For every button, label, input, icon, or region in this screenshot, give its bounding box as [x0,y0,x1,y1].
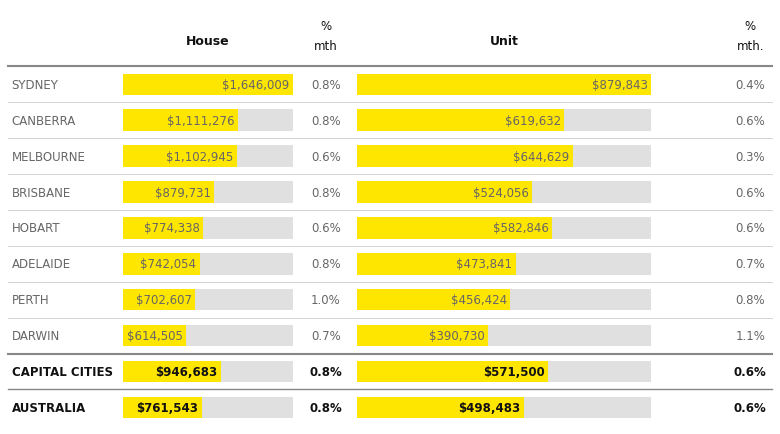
Bar [357,146,573,168]
Text: $761,543: $761,543 [136,401,198,414]
Text: $1,111,276: $1,111,276 [167,115,235,128]
Bar [123,182,214,203]
Text: $619,632: $619,632 [505,115,562,128]
Bar [123,397,292,418]
Text: Unit: Unit [490,35,519,48]
Text: 0.8%: 0.8% [311,258,341,271]
Text: PERTH: PERTH [12,293,49,306]
Bar [123,289,196,311]
Text: $702,607: $702,607 [136,293,193,306]
Text: $390,730: $390,730 [429,329,484,342]
Bar [357,110,565,132]
Text: 1.1%: 1.1% [736,329,765,342]
Bar [357,325,651,346]
Text: mth.: mth. [736,40,764,53]
Bar [357,75,651,96]
Text: $524,056: $524,056 [473,186,530,199]
Text: mth: mth [314,40,338,53]
Text: ADELAIDE: ADELAIDE [12,258,71,271]
Text: $1,102,945: $1,102,945 [166,150,233,163]
Text: HOBART: HOBART [12,222,60,235]
Bar [357,218,651,239]
Text: $644,629: $644,629 [513,150,569,163]
Text: 0.7%: 0.7% [736,258,765,271]
Text: 0.8%: 0.8% [310,365,342,378]
Text: 0.4%: 0.4% [736,79,765,92]
Text: 0.6%: 0.6% [736,222,765,235]
Text: AUSTRALIA: AUSTRALIA [12,401,86,414]
Bar [357,397,651,418]
Bar [357,361,548,382]
Text: BRISBANE: BRISBANE [12,186,71,199]
Text: 0.6%: 0.6% [736,115,765,128]
Bar [123,325,186,346]
Text: 0.8%: 0.8% [310,401,342,414]
Text: House: House [186,35,229,48]
Bar [357,289,651,311]
Bar [123,397,201,418]
Bar [123,75,292,96]
Bar [357,218,552,239]
Text: $879,843: $879,843 [592,79,648,92]
Text: CANBERRA: CANBERRA [12,115,76,128]
Bar [123,218,203,239]
Text: 0.6%: 0.6% [311,150,341,163]
Text: 0.8%: 0.8% [311,115,341,128]
Text: 0.8%: 0.8% [736,293,765,306]
Bar [123,361,221,382]
Text: MELBOURNE: MELBOURNE [12,150,86,163]
Text: $1,646,009: $1,646,009 [222,79,289,92]
Bar [123,361,292,382]
Text: $498,483: $498,483 [459,401,521,414]
Bar [357,182,533,203]
Text: 0.6%: 0.6% [311,222,341,235]
Bar [357,146,651,168]
Text: 0.8%: 0.8% [311,79,341,92]
Bar [357,253,651,275]
Text: SYDNEY: SYDNEY [12,79,58,92]
Text: $946,683: $946,683 [155,365,218,378]
Text: %: % [745,20,756,33]
Bar [123,253,292,275]
Bar [357,397,524,418]
Bar [357,325,488,346]
Text: 0.8%: 0.8% [311,186,341,199]
Text: 1.0%: 1.0% [311,293,341,306]
Text: $473,841: $473,841 [456,258,512,271]
Bar [123,325,292,346]
Bar [123,182,292,203]
Bar [357,75,651,96]
Text: $742,054: $742,054 [140,258,197,271]
Text: %: % [321,20,332,33]
Text: DARWIN: DARWIN [12,329,60,342]
Bar [123,218,292,239]
Text: 0.6%: 0.6% [734,365,767,378]
Text: 0.7%: 0.7% [311,329,341,342]
Bar [123,75,292,96]
Bar [123,110,292,132]
Text: 0.3%: 0.3% [736,150,765,163]
Bar [357,289,510,311]
Bar [357,110,651,132]
Text: $614,505: $614,505 [127,329,183,342]
Text: $456,424: $456,424 [451,293,507,306]
Text: CAPITAL CITIES: CAPITAL CITIES [12,365,112,378]
Text: $879,731: $879,731 [154,186,211,199]
Bar [357,182,651,203]
Bar [357,361,651,382]
Text: 0.6%: 0.6% [734,401,767,414]
Text: 0.6%: 0.6% [736,186,765,199]
Text: $582,846: $582,846 [493,222,549,235]
Text: $774,338: $774,338 [144,222,200,235]
Bar [123,253,200,275]
Bar [357,253,516,275]
Bar [123,146,236,168]
Bar [123,146,292,168]
Text: $571,500: $571,500 [484,365,545,378]
Bar [123,110,238,132]
Bar [123,289,292,311]
